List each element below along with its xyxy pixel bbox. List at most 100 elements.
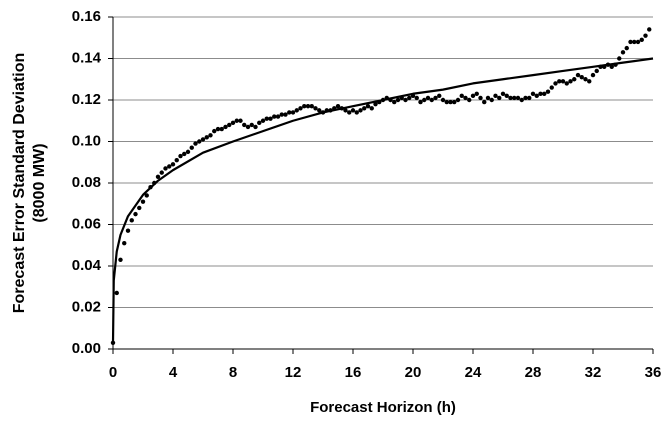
y-tick-label: 0.10 xyxy=(72,132,101,149)
y-axis-label: Forecast Error Standard Deviation xyxy=(11,53,28,314)
data-point xyxy=(365,104,371,109)
x-tick-label: 8 xyxy=(229,364,237,381)
data-point xyxy=(632,39,637,45)
x-tick-label: 4 xyxy=(169,364,178,381)
data-point xyxy=(204,135,209,140)
data-point xyxy=(425,95,431,101)
data-point xyxy=(272,114,277,119)
y-tick-label: 0.00 xyxy=(72,340,101,357)
data-point xyxy=(268,116,273,121)
data-point xyxy=(568,79,573,84)
data-point xyxy=(140,199,146,204)
data-point xyxy=(170,162,176,167)
x-tick-label: 12 xyxy=(285,364,302,381)
data-point xyxy=(478,95,483,101)
data-point xyxy=(594,68,599,74)
data-point xyxy=(362,106,367,111)
data-point xyxy=(508,95,513,101)
data-point xyxy=(617,56,622,61)
data-point xyxy=(290,110,296,115)
data-point xyxy=(133,211,138,217)
data-point xyxy=(369,106,374,111)
x-tick-label: 16 xyxy=(345,364,362,381)
data-point xyxy=(628,39,633,45)
data-point xyxy=(257,120,262,126)
data-point xyxy=(392,99,397,105)
data-point xyxy=(414,95,419,101)
data-point xyxy=(519,97,524,103)
data-point xyxy=(358,108,363,113)
data-point xyxy=(227,122,232,128)
data-point xyxy=(245,124,251,130)
data-point xyxy=(504,93,509,99)
data-point xyxy=(542,91,547,96)
data-point xyxy=(275,114,281,119)
x-tick-label: 0 xyxy=(109,364,117,381)
x-axis-label: Forecast Horizon (h) xyxy=(310,399,456,416)
data-point xyxy=(373,101,378,107)
data-point xyxy=(515,95,521,101)
data-point xyxy=(159,170,164,175)
data-point xyxy=(260,118,266,123)
data-point xyxy=(144,193,149,198)
data-point xyxy=(279,112,284,117)
data-point xyxy=(182,151,187,157)
data-point xyxy=(560,79,566,84)
data-point xyxy=(212,128,217,134)
data-point xyxy=(219,126,224,132)
data-point xyxy=(470,93,476,99)
data-point xyxy=(230,120,236,126)
data-point xyxy=(422,97,427,103)
x-tick-label: 20 xyxy=(405,364,422,381)
y-tick-label: 0.14 xyxy=(72,49,102,66)
data-point xyxy=(609,64,614,70)
x-tick-label: 32 xyxy=(585,364,602,381)
data-point xyxy=(242,122,247,128)
data-point xyxy=(583,77,588,82)
data-point xyxy=(118,257,123,262)
data-point xyxy=(624,45,629,51)
data-point xyxy=(433,95,438,101)
data-point xyxy=(294,108,299,113)
data-point xyxy=(429,97,434,103)
data-point xyxy=(455,97,461,103)
data-point xyxy=(493,93,498,99)
data-point xyxy=(489,97,494,103)
data-point xyxy=(444,99,449,105)
data-point xyxy=(523,95,528,101)
data-point xyxy=(125,228,131,233)
data-point xyxy=(500,91,506,96)
data-point xyxy=(564,81,569,86)
data-point xyxy=(467,97,472,103)
data-point xyxy=(620,50,626,55)
data-point xyxy=(200,137,206,142)
data-point xyxy=(283,112,288,117)
data-point xyxy=(302,104,307,109)
data-point xyxy=(549,85,554,90)
data-point xyxy=(534,93,539,99)
data-point xyxy=(590,72,596,78)
y-tick-label: 0.06 xyxy=(72,215,101,232)
data-point xyxy=(215,126,221,132)
data-point xyxy=(163,166,168,171)
data-point xyxy=(253,124,258,130)
data-point xyxy=(189,145,194,150)
data-point xyxy=(287,110,292,115)
data-point xyxy=(482,99,487,105)
data-point xyxy=(309,104,314,109)
x-tick-label: 24 xyxy=(465,364,482,381)
data-point xyxy=(452,99,457,105)
data-point xyxy=(114,290,119,296)
data-point xyxy=(167,164,172,169)
data-point xyxy=(313,106,318,111)
data-point xyxy=(557,79,562,84)
data-point xyxy=(197,139,202,144)
data-point xyxy=(155,174,161,179)
data-point xyxy=(317,108,322,113)
y-tick-label: 0.04 xyxy=(72,257,102,274)
data-point xyxy=(347,110,352,115)
data-point xyxy=(459,93,464,99)
data-point xyxy=(437,93,442,99)
data-point xyxy=(485,95,491,101)
y-axis-label: (8000 MW) xyxy=(31,143,48,222)
